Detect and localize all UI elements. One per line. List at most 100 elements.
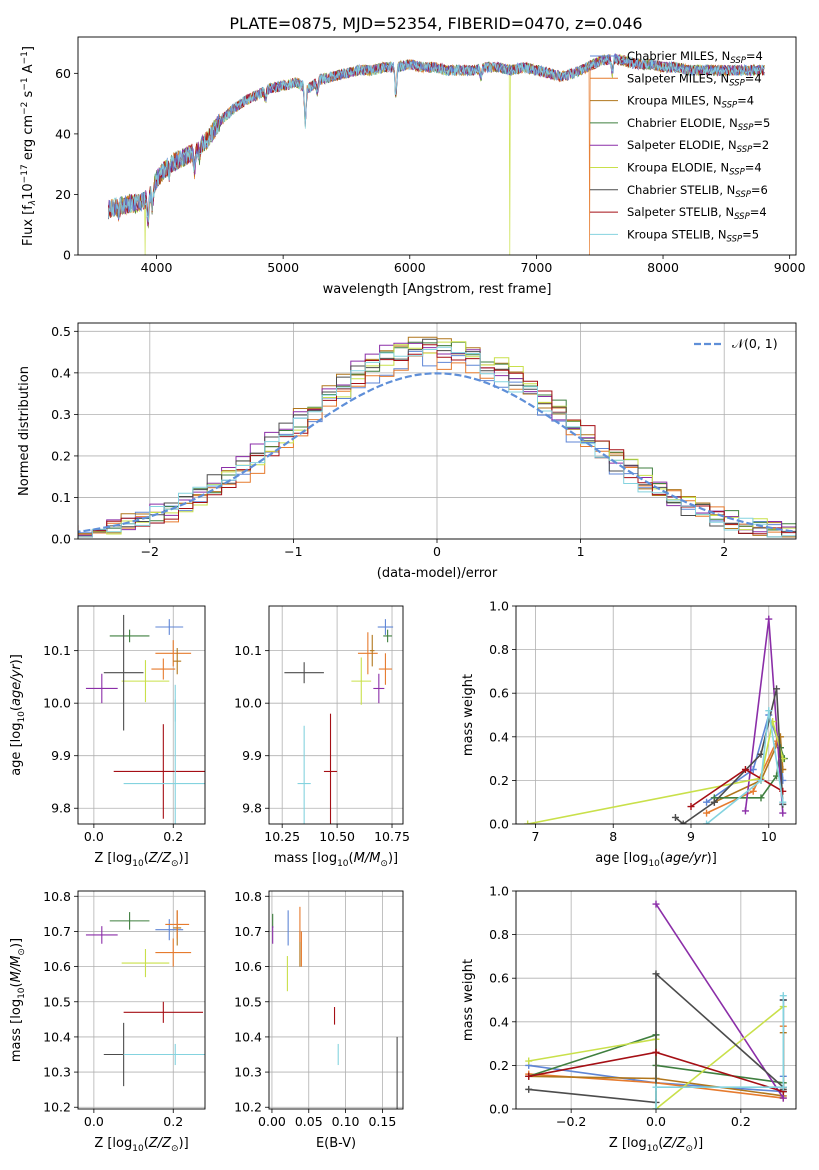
- y-axis-label-text: Flux [f: [21, 205, 36, 246]
- y-tick-label: 0.8: [489, 927, 509, 942]
- x-tick-label: −2: [141, 544, 159, 559]
- y-tick-label: 0.5: [51, 324, 71, 339]
- axes-border: [77, 890, 206, 1110]
- y-axis-label: mass weight: [461, 674, 476, 756]
- errorbar-point: [370, 634, 375, 667]
- panel-spectrum: 4000 5000 6000 7000 8000 9000 0 20 40 60 wavelengt…: [20, 36, 806, 297]
- weight-marker: [779, 1083, 787, 1091]
- spectrum-line-kroupa-stelib: [108, 55, 765, 222]
- y-axis-label-close: )]: [9, 938, 24, 948]
- weight-line-chabrier-stelib: [674, 688, 784, 824]
- y-tick-label: 0.3: [51, 407, 71, 422]
- y-tick-label: 10.2: [234, 1100, 262, 1115]
- errorbar-point: [357, 632, 378, 675]
- y-axis-label: age [log10(age/yr)]: [9, 654, 27, 776]
- legend-label-count: =4: [746, 49, 763, 63]
- y-tick-label: 40: [55, 126, 71, 141]
- y-tick-label: 0.0: [489, 1102, 509, 1117]
- x-axis-label-sub: 10: [337, 859, 349, 869]
- y-axis-label: Normed distribution: [17, 366, 32, 496]
- y-axis-label-close: )]: [9, 654, 24, 664]
- x-axis-label-sub2: ⊙: [685, 1144, 693, 1154]
- x-axis-label-open: (: [144, 1136, 149, 1151]
- panel-mass-weight-vs-Z: −0.2 0.0 0.2 0.0 0.2 0.4 0.6 0.8 1.0 Z [log10(Z/Z…: [461, 884, 797, 1154]
- errorbar-point: [165, 910, 190, 939]
- axes-frame: 10.25 10.50 10.75 9.8 9.9 10.0 10.1 mass [log10…: [234, 605, 410, 869]
- panel-residuals: −2 −1 0 1 2 0.0 0.1 0.2 0.3 0.4 0.5 (data-model)/er…: [17, 322, 797, 581]
- y-tick-label: 0.8: [489, 642, 509, 657]
- weight-marker: [687, 803, 695, 811]
- x-tick-label: −0.2: [556, 1114, 586, 1129]
- x-tick-label: 4000: [141, 260, 173, 275]
- x-tick-label: 0.05: [295, 1114, 323, 1129]
- y-tick-label: 0.6: [489, 686, 509, 701]
- y-tick-label: 0.4: [489, 729, 509, 744]
- y-tick-label: 0.4: [51, 365, 71, 380]
- axes-border: [515, 605, 797, 825]
- y-tick-label: 10.1: [234, 643, 262, 658]
- y-tick-label: 9.9: [51, 748, 71, 763]
- x-axis-label: wavelength [Angstrom, rest frame]: [323, 282, 552, 297]
- y-axis-label-sup: −2: [20, 102, 30, 115]
- errorbar-point: [378, 653, 393, 685]
- legend-label-text: Salpeter ELODIE, N: [627, 138, 737, 152]
- axes-frame: 4000 5000 6000 7000 8000 9000 0 20 40 60 wavelengt…: [20, 36, 806, 297]
- x-axis-label: E(B-V): [316, 1136, 356, 1151]
- legend-label-text: Salpeter MILES, N: [627, 71, 729, 85]
- weight-marker: [652, 900, 660, 908]
- x-axis-label-close: )]: [388, 851, 398, 866]
- x-tick-label: 10.50: [319, 829, 355, 844]
- y-tick-label: 10.3: [234, 1065, 262, 1080]
- legend-label-text: Chabrier STELIB, N: [627, 183, 735, 197]
- x-axis-label-open: (: [658, 1136, 663, 1151]
- y-axis-label: mass weight: [461, 959, 476, 1041]
- legend-label-count: =4: [750, 205, 767, 219]
- errorbar-point: [373, 673, 385, 704]
- weight-marker: [749, 787, 757, 795]
- legend: 𝒩(0, 1): [694, 336, 778, 351]
- legend-label-count: =4: [737, 94, 754, 108]
- y-axis-label-sub2: ⊙: [17, 948, 27, 956]
- plot-area: [525, 900, 787, 1109]
- weight-marker: [652, 970, 660, 978]
- x-tick-label: 0.0: [84, 829, 104, 844]
- grid: [269, 606, 403, 824]
- weight-line-kroupa-elodie: [527, 721, 784, 824]
- x-axis-label-var: Z/Z: [148, 1136, 172, 1151]
- legend-label-sub: SSP: [729, 78, 745, 88]
- y-tick-label: 10.7: [43, 924, 71, 939]
- y-axis-label-close: ]: [21, 46, 36, 51]
- legend-label: Salpeter STELIB, NSSP=4: [627, 205, 767, 222]
- x-tick-label: 0.15: [368, 1114, 396, 1129]
- weight-marker: [765, 707, 773, 715]
- y-tick-label: 10.3: [43, 1065, 71, 1080]
- y-tick-label: 0.2: [489, 1058, 509, 1073]
- y-axis-label-var: M/M: [9, 956, 24, 983]
- errorbar-point: [121, 660, 170, 703]
- legend-label-sub: SSP: [729, 168, 745, 178]
- axes-border: [77, 322, 797, 540]
- x-tick-label: 10.75: [374, 829, 410, 844]
- legend-label-text: Salpeter STELIB, N: [627, 205, 734, 219]
- legend-label-count: =5: [753, 116, 770, 130]
- x-tick-label: 0.2: [731, 1114, 751, 1129]
- x-axis-label-var: Z/Z: [148, 851, 172, 866]
- x-axis-label-sub2: ⊙: [171, 859, 179, 869]
- figure-title: PLATE=0875, MJD=52354, FIBERID=0470, z=0…: [229, 14, 642, 33]
- weight-marker: [779, 992, 787, 1000]
- errorbar-point: [284, 662, 324, 684]
- grid: [78, 891, 205, 1109]
- x-axis-label: (data-model)/error: [377, 566, 498, 581]
- y-axis-label-sup: −1: [20, 77, 30, 90]
- legend-label-text: Chabrier ELODIE, N: [627, 116, 738, 130]
- x-axis-label-sub: 10: [132, 859, 144, 869]
- y-tick-label: 9.9: [242, 748, 262, 763]
- plot-area: [78, 336, 796, 538]
- x-axis-label-close: )]: [179, 1136, 189, 1151]
- x-axis-label: Z [log10(Z/Z⊙)]: [609, 1136, 703, 1154]
- y-tick-label: 0.6: [489, 971, 509, 986]
- errorbar-point: [123, 1043, 205, 1066]
- errorbar-point: [103, 614, 144, 731]
